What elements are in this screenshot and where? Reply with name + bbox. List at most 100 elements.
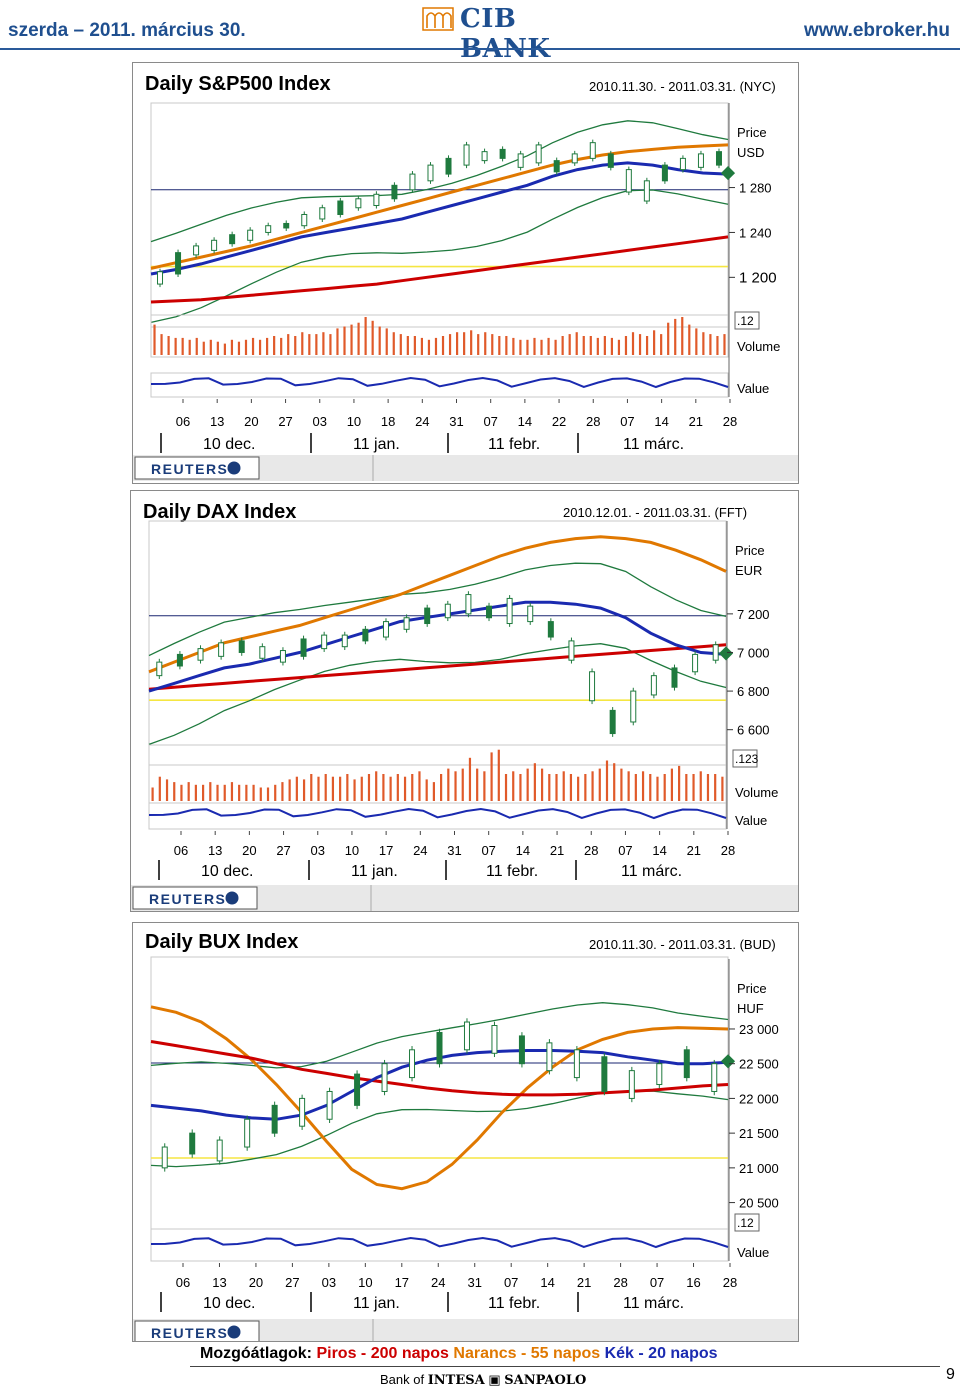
scale-marker-box: [734, 311, 760, 330]
last-price-marker: [718, 646, 734, 661]
x-tick-label: 07: [618, 843, 632, 858]
candle-body: [238, 640, 245, 653]
candle-body: [157, 271, 164, 285]
candle-body: [683, 1049, 690, 1079]
scale-marker: .12: [737, 1216, 754, 1230]
x-tick-label: 21: [550, 843, 564, 858]
reuters-logo-box: [134, 1320, 260, 1341]
value-label: Value: [737, 381, 769, 396]
candle-body: [571, 153, 578, 164]
candle-body: [189, 1132, 196, 1155]
candle-body: [465, 594, 472, 615]
legend-blue: Kék - 20 napos: [604, 1345, 718, 1362]
x-tick-label: 24: [413, 843, 427, 858]
candle-body: [362, 628, 369, 642]
x-tick-label: 06: [174, 843, 188, 858]
month-label: 10 dec.: [203, 1295, 255, 1312]
candle-body: [517, 153, 524, 168]
y-tick-label: 6 600: [737, 723, 770, 738]
candle-body: [424, 607, 431, 625]
price-plot-area: [148, 520, 727, 766]
last-price-marker: [720, 1054, 736, 1069]
moving-average-legend: Mozgóátlagok: Piros - 200 napos Narancs …: [200, 1345, 718, 1363]
y-tick-label: 21 500: [739, 1126, 779, 1141]
candle-body: [463, 1021, 470, 1051]
month-label: 11 márc.: [623, 436, 684, 453]
y-tick-label: 1 200: [739, 269, 777, 286]
x-tick-label: 07: [620, 414, 634, 429]
candle-body: [197, 648, 204, 661]
x-tick-label: 21: [687, 843, 701, 858]
candle-body: [671, 667, 678, 688]
candle-body: [589, 142, 596, 159]
candle-body: [692, 653, 699, 673]
y-tick-label: 23 000: [739, 1022, 779, 1037]
dax-chart: Price EUR 7 200 7 000 6 800 6 600 .123 Volume Va…: [131, 520, 798, 911]
cib-bank-logo: CIB BANK: [422, 4, 612, 64]
moving-average-55-line: [150, 143, 729, 270]
x-tick-label: 13: [210, 414, 224, 429]
value-plot-area: [150, 372, 729, 398]
candle-body: [607, 153, 614, 168]
footer-divider: [190, 1366, 940, 1367]
x-tick-label: 10: [347, 414, 361, 429]
cib-logo-text: CIB BANK: [460, 4, 551, 64]
x-tick-label: 28: [721, 843, 735, 858]
sp500-chart: Price USD 1 280 1 240 1 200 .12 Volume Value 06 1…: [133, 102, 798, 481]
x-tick-label: 03: [322, 1275, 336, 1290]
x-tick-label: 24: [431, 1275, 445, 1290]
volume-plot-area: [150, 314, 729, 358]
candle-body: [259, 646, 266, 659]
scale-marker-box: [732, 749, 758, 768]
month-label: 11 márc.: [623, 1295, 684, 1312]
candle-body: [601, 1056, 608, 1092]
month-label: 11 febr.: [486, 863, 538, 880]
moving-average-200-line: [148, 643, 727, 691]
x-tick-label: 31: [467, 1275, 481, 1290]
candle-body: [463, 144, 470, 166]
candle-body: [391, 184, 398, 200]
candle-body: [625, 169, 632, 193]
candle-body: [546, 1042, 553, 1072]
x-tick-label: 10: [345, 843, 359, 858]
month-label: 11 márc.: [621, 863, 682, 880]
chart-title: Daily DAX Index: [143, 501, 297, 523]
x-tick-label: 14: [516, 843, 530, 858]
moving-average-20-line: [148, 600, 727, 693]
chart-title: Daily BUX Index: [145, 931, 299, 953]
x-tick-label: 14: [654, 414, 668, 429]
dax-chart-panel: Daily DAX Index 2010.12.01. - 2011.03.31…: [130, 490, 799, 912]
candle-body: [661, 164, 668, 182]
x-tick-label: 21: [577, 1275, 591, 1290]
bollinger-lower-band: [150, 189, 729, 324]
month-label: 10 dec.: [201, 863, 253, 880]
candle-body: [506, 597, 513, 625]
reuters-logo-box: [132, 886, 258, 910]
x-tick-label: 14: [652, 843, 666, 858]
x-tick-label: 07: [504, 1275, 518, 1290]
x-tick-label: 07: [483, 414, 497, 429]
x-tick-label: 27: [278, 414, 292, 429]
candle-body: [650, 675, 657, 696]
x-tick-label: 16: [686, 1275, 700, 1290]
candle-body: [481, 151, 488, 162]
reuters-logo-icon: [225, 891, 239, 905]
candle-body: [715, 151, 722, 166]
month-label: 11 jan.: [353, 1295, 400, 1312]
candle-body: [656, 1063, 663, 1086]
reuters-logo-icon: [227, 461, 241, 475]
reuters-logo-text: REUTERS: [151, 1325, 228, 1341]
x-tick-label: 14: [518, 414, 532, 429]
candle-body: [326, 1090, 333, 1120]
candle-body: [444, 603, 451, 619]
website-url[interactable]: www.ebroker.hu: [803, 20, 950, 41]
scale-marker: .12: [737, 314, 754, 328]
scale-marker: .123: [735, 752, 759, 766]
legend-orange: Narancs - 55 napos: [453, 1345, 601, 1362]
value-label: Value: [735, 813, 767, 828]
month-label: 11 febr.: [488, 436, 540, 453]
legend-red: Piros - 200 napos: [316, 1345, 449, 1362]
x-tick-label: 27: [285, 1275, 299, 1290]
y-tick-label: 7 000: [737, 645, 770, 660]
reuters-bar: [133, 1319, 798, 1341]
